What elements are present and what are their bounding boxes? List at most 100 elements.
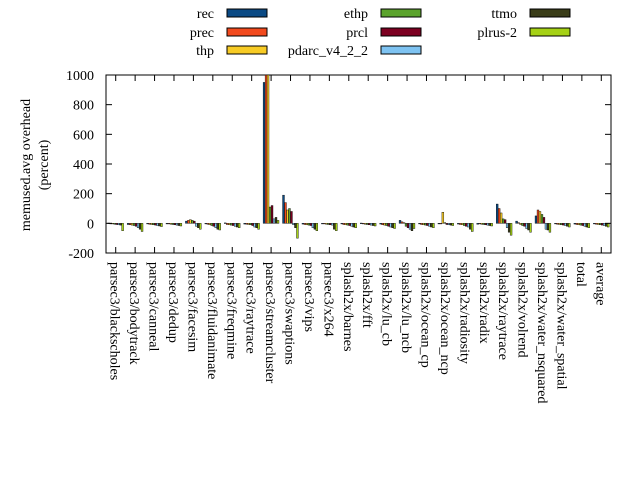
x-tick-label: parsec3/swaptions [282, 262, 297, 365]
bar-plrus-2 [296, 223, 299, 239]
bar-ethp [268, 206, 272, 224]
bar-prcl [542, 217, 546, 224]
bar-rec [573, 223, 576, 225]
bar-plrus-2 [412, 223, 416, 229]
bar-ethp [404, 223, 408, 227]
bar-thp [538, 211, 542, 224]
bar-pdarc_v4_2_2 [544, 223, 548, 230]
bar-pdarc_v4_2_2 [331, 223, 334, 226]
legend-label: ethp [344, 7, 368, 22]
bar-prec [323, 223, 326, 225]
bar-ttmo [507, 223, 511, 233]
bar-ethp [210, 223, 213, 226]
bar-ttmo [449, 223, 452, 226]
x-tick-label: parsec3/blackscholes [107, 262, 122, 380]
bar-ttmo [371, 223, 375, 226]
bar-ttmo [333, 223, 336, 230]
bar-prcl [134, 223, 138, 227]
bar-rec [185, 220, 188, 224]
bar-pdarc_v4_2_2 [505, 223, 509, 228]
bar-plrus-2 [568, 223, 571, 228]
bar-rec [515, 220, 518, 224]
bar-prec [381, 223, 384, 226]
bar-prec [478, 223, 481, 225]
bar-ttmo [138, 223, 142, 230]
bar-ttmo [216, 223, 219, 230]
bar-ttmo [469, 223, 472, 230]
bar-plrus-2 [587, 223, 590, 228]
bar-ethp [579, 223, 582, 226]
bar-ethp [327, 223, 330, 225]
bar-prcl [173, 223, 177, 226]
bar-pdarc_v4_2_2 [428, 223, 431, 227]
bar-pdarc_v4_2_2 [486, 223, 489, 226]
y-tick-label: -200 [68, 247, 94, 262]
bar-prec [439, 223, 443, 225]
bar-plrus-2 [160, 223, 163, 227]
bar-pdarc_v4_2_2 [525, 223, 528, 229]
bar-thp [247, 223, 250, 225]
bar-prcl [484, 223, 487, 226]
bar-thp [499, 212, 503, 224]
bar-prcl [348, 223, 351, 226]
bar-plrus-2 [393, 223, 396, 229]
bar-rec [457, 223, 460, 225]
bar-thp [383, 223, 386, 226]
bar-prcl [232, 223, 235, 226]
bar-ethp [249, 223, 252, 226]
bar-prcl [581, 223, 584, 226]
bar-thp [150, 223, 153, 225]
bar-ethp [599, 223, 602, 226]
bar-pdarc_v4_2_2 [467, 223, 470, 228]
bar-prec [226, 223, 229, 225]
bar-ethp [482, 223, 485, 225]
bar-ethp [307, 223, 311, 226]
bar-prcl [406, 223, 410, 228]
bar-prcl [270, 205, 274, 224]
bar-ethp [443, 222, 447, 224]
y-axis-label-unit: (percent) [37, 139, 52, 190]
bar-pdarc_v4_2_2 [175, 223, 179, 226]
x-tick-label: average [592, 262, 607, 306]
bar-ethp [366, 223, 369, 225]
x-tick-label: splash2x/water_spatial [553, 262, 568, 390]
bar-prcl [503, 219, 507, 224]
x-tick-label: splash2x/volrend [515, 262, 530, 358]
y-tick-label: 1000 [66, 69, 94, 84]
bar-pdarc_v4_2_2 [583, 223, 586, 227]
bar-prec [284, 202, 287, 224]
legend-label: pdarc_v4_2_2 [288, 44, 368, 59]
legend-swatch-pdarc_v4_2_2 [380, 45, 422, 55]
bar-ttmo [566, 223, 569, 227]
bar-plrus-2 [548, 223, 552, 233]
bar-ttmo [313, 223, 317, 230]
bar-ethp [171, 223, 175, 225]
bar-ttmo [177, 223, 181, 226]
bar-rec [593, 223, 596, 225]
bar-prcl [309, 223, 313, 226]
bar-prcl [368, 223, 371, 226]
bar-prec [245, 223, 248, 225]
bar-thp [461, 223, 464, 226]
bar-ttmo [352, 223, 355, 228]
bar-thp [577, 223, 580, 226]
x-tick-label: splash2x/fft [359, 262, 374, 328]
y-axis: -200 0 200 400 600 800 1000 [66, 69, 611, 262]
legend-swatch-rec [226, 8, 268, 18]
bar-ttmo [274, 217, 278, 224]
bar-prcl [445, 223, 448, 225]
bar-rec [534, 215, 538, 224]
bar-prec [342, 223, 345, 225]
bar-prcl [387, 223, 390, 227]
bar-pdarc_v4_2_2 [292, 223, 295, 226]
legend-swatch-prcl [380, 27, 422, 37]
legend-swatch-thp [226, 45, 268, 55]
bar-ttmo [119, 223, 122, 226]
bar-thp [519, 223, 522, 225]
bar-rec [476, 223, 479, 225]
bar-ttmo [197, 223, 200, 228]
bar-pdarc_v4_2_2 [603, 223, 606, 226]
x-tick-label: splash2x/lu_cb [379, 262, 394, 346]
bar-pdarc_v4_2_2 [272, 218, 276, 224]
